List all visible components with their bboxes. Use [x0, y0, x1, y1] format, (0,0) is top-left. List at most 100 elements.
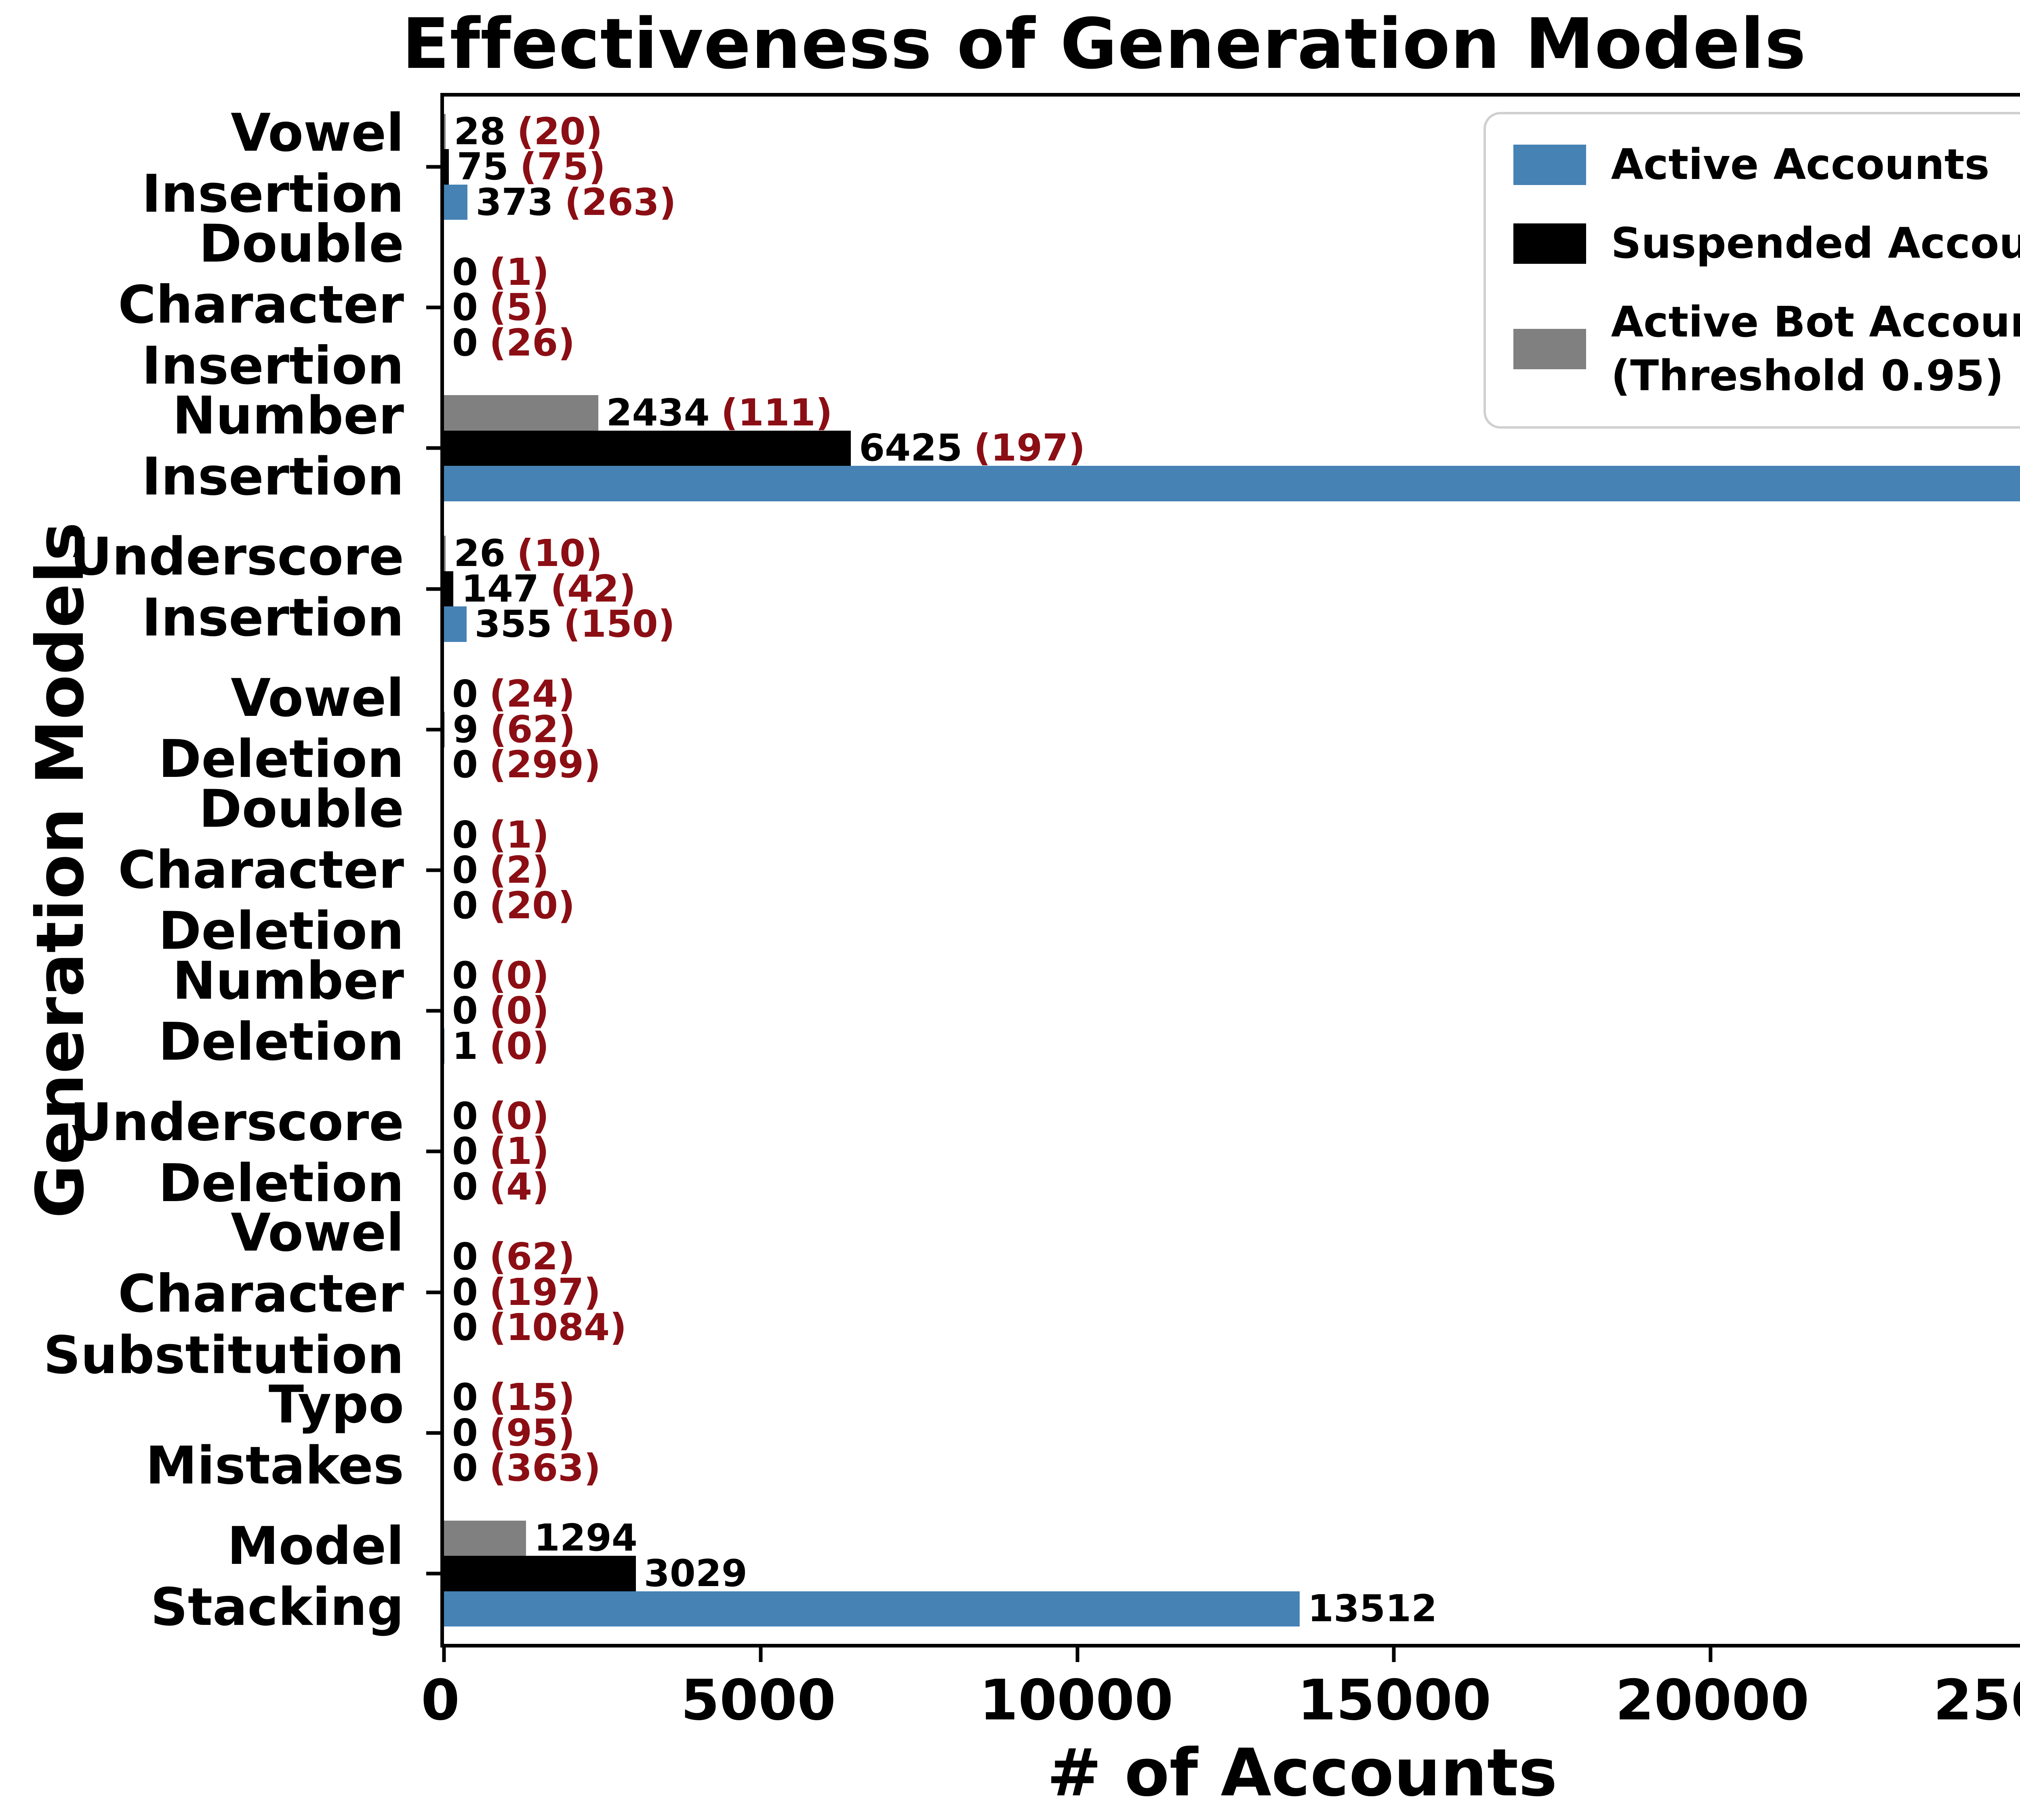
- bar-annotation: (42): [550, 567, 636, 610]
- bar-group: 0 (1) 0 (5) 0 (26): [444, 237, 2020, 378]
- y-category-label: Number Insertion: [142, 385, 404, 507]
- bar-bot: [444, 536, 446, 571]
- y-tick: [426, 305, 440, 309]
- bar-row: 2434 (111): [444, 394, 2020, 431]
- bar-annotation: (263): [564, 180, 676, 224]
- bar-value: 147: [461, 567, 539, 610]
- bar-row: 0 (2): [444, 852, 2020, 889]
- y-tick: [426, 1009, 440, 1013]
- y-category-line: Double: [199, 214, 404, 274]
- y-category-line: Insertion: [142, 164, 404, 224]
- y-category-label: Double Character Insertion: [118, 213, 404, 396]
- bar-value-label: 1294: [534, 1519, 638, 1557]
- y-tick: [426, 1149, 440, 1153]
- bar-value: 0: [452, 989, 478, 1033]
- y-category-label: Vowel Character Substitution: [43, 1203, 404, 1386]
- bar-value-label: 373 (263): [476, 180, 676, 224]
- bar-value-label: 0 (24): [452, 675, 575, 713]
- bar-value-label: 0 (2): [452, 852, 549, 889]
- bar-group: 0 (15) 0 (95) 0 (363): [444, 1363, 2020, 1503]
- bar-annotation: (95): [489, 1411, 575, 1454]
- bar-row: 0 (197): [444, 1270, 2020, 1314]
- bar-value-label: 0 (0): [452, 957, 549, 994]
- bar-annotation: (363): [489, 1446, 601, 1490]
- bar-value-label: 13512: [1308, 1590, 1437, 1627]
- bar-row: 0 (24): [444, 675, 2020, 713]
- bar-row: 0 (299): [444, 746, 2020, 783]
- y-tick: [426, 1290, 440, 1294]
- y-tick: [426, 587, 440, 591]
- bar-suspended: [444, 149, 449, 185]
- bar-annotation: (75): [520, 145, 606, 189]
- bar-row: 26 (10): [444, 535, 2020, 572]
- bar-annotation: (197): [489, 1270, 601, 1314]
- bar-annotation: (1): [489, 250, 549, 294]
- bar-value-label: 0 (62): [452, 1238, 575, 1275]
- bar-row: 6425 (197): [444, 429, 2020, 467]
- bar-value-label: 9 (62): [452, 711, 575, 748]
- bar-bot: [444, 114, 446, 149]
- y-category-line: Stacking: [150, 1577, 404, 1638]
- plot-area: 28 (20) 75 (75) 373 (263) 0 (1) 0 (5) 0 (26) 2434 (11…: [426, 93, 2020, 1662]
- bar-value-label: 3029: [644, 1555, 747, 1592]
- bar-row: 3029: [444, 1555, 2020, 1592]
- bar-value-label: 0 (1): [452, 250, 549, 294]
- y-category-line: Insertion: [142, 588, 404, 648]
- bar-group: 26 (10) 147 (42) 355 (150): [444, 519, 2020, 659]
- bar-value-label: 0 (5): [452, 289, 549, 326]
- bar-annotation: (15): [489, 1376, 575, 1419]
- bar-group: 1294 3029 13512: [444, 1503, 2020, 1644]
- legend-swatch-bot: [1513, 329, 1586, 370]
- x-tick-label: 20000: [1615, 1668, 1810, 1733]
- bar-value-label: 355 (150): [475, 606, 675, 643]
- legend-entry: Suspended Accounts: [1513, 217, 2020, 270]
- bar-value-label: 0 (26): [452, 324, 575, 362]
- bar-annotation: (2): [489, 848, 549, 892]
- bar-annotation: (24): [489, 672, 575, 716]
- bar-active: [444, 184, 468, 220]
- bar-row: 0 (15): [444, 1376, 2020, 1419]
- bar-row: 373 (263): [444, 180, 2020, 224]
- y-category-line: Deletion: [158, 901, 404, 962]
- bar-group: 0 (24) 9 (62) 0 (299): [444, 659, 2020, 800]
- bar-suspended: [444, 1556, 636, 1591]
- bar-row: 0 (95): [444, 1411, 2020, 1454]
- y-category-line: Deletion: [158, 729, 404, 790]
- bar-value-label: 0 (197): [452, 1270, 601, 1314]
- bar-row: 0 (1): [444, 1133, 2020, 1170]
- bar-group: 0 (0) 0 (1) 0 (4): [444, 1081, 2020, 1222]
- x-tick: [442, 1647, 446, 1662]
- bar-group: 0 (62) 0 (197) 0 (1084): [444, 1222, 2020, 1363]
- bar-value-label: 2434 (111): [606, 394, 833, 431]
- bar-value: 0: [452, 1376, 478, 1419]
- legend-label-line: (Threshold 0.95): [1611, 351, 2004, 401]
- bar-row: 9 (62): [444, 711, 2020, 748]
- bar-row: 0 (0): [444, 957, 2020, 994]
- legend-label-line: Suspended Accounts: [1611, 219, 2020, 268]
- y-category-label: Model Stacking: [151, 1516, 404, 1638]
- bar-bot: [444, 395, 598, 431]
- bar-value: 9: [452, 707, 479, 751]
- legend-label-line: Active Bot Accounts: [1611, 297, 2020, 347]
- x-axis-label: # of Accounts: [1047, 1735, 1557, 1811]
- bar-row: 0 (0): [444, 1097, 2020, 1134]
- x-tick: [1709, 1647, 1713, 1662]
- x-tick-label: 5000: [681, 1668, 836, 1733]
- bar-annotation: (20): [517, 109, 603, 153]
- x-tick-labels: 0 5000 10000 15000 20000 25000: [421, 1668, 2020, 1744]
- bar-row: 0 (5): [444, 289, 2020, 326]
- bar-group: 28 (20) 75 (75) 373 (263): [444, 97, 2020, 237]
- bar-group: 0 (1) 0 (2) 0 (20): [444, 800, 2020, 941]
- bar-row: 147 (42): [444, 567, 2020, 610]
- bar-value: 0: [452, 1411, 478, 1454]
- bar-value-label: 0 (1): [452, 816, 549, 854]
- bar-annotation: (150): [563, 602, 675, 646]
- bar-annotation: (62): [490, 707, 576, 751]
- y-tick: [426, 1431, 440, 1435]
- y-category-label: Vowel Deletion: [158, 668, 404, 790]
- bar-suspended: [444, 430, 851, 466]
- y-tick: [426, 728, 440, 732]
- y-category-line: Deletion: [158, 1012, 404, 1072]
- bar-value: 2434: [606, 391, 710, 434]
- y-category-line: Character: [118, 840, 404, 901]
